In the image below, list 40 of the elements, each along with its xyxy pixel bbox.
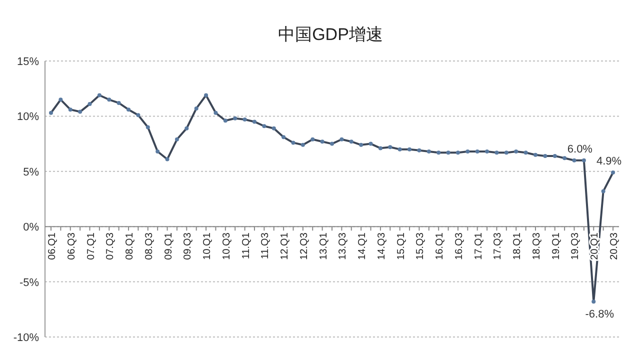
y-tick-label: 10% bbox=[16, 111, 40, 124]
x-tick-label: 14.Q1 bbox=[357, 232, 368, 260]
x-tick-label: 12.Q1 bbox=[280, 232, 291, 260]
x-tick-label: 14.Q3 bbox=[376, 232, 388, 260]
x-tick-label: 13.Q3 bbox=[338, 232, 349, 260]
x-tick-label: 08.Q3 bbox=[144, 232, 155, 260]
x-tick-label: 17.Q1 bbox=[473, 232, 484, 260]
chart-title: 中国GDP增速 bbox=[278, 25, 383, 44]
x-tick-label: 10.Q3 bbox=[221, 232, 232, 260]
x-tick-label: 10.Q1 bbox=[202, 232, 214, 260]
x-tick-label: 13.Q1 bbox=[318, 232, 330, 260]
x-tick-label: 15.Q3 bbox=[415, 232, 426, 260]
x-tick-label: 16.Q1 bbox=[434, 232, 446, 260]
x-tick-label: 08.Q1 bbox=[124, 232, 136, 260]
x-tick-label: 09.Q1 bbox=[163, 232, 174, 260]
y-tick-label: -5% bbox=[19, 276, 40, 289]
y-tick-label: 5% bbox=[23, 166, 40, 178]
data-label: -6.8% bbox=[585, 308, 614, 321]
x-tick-label: 12.Q3 bbox=[298, 232, 310, 260]
x-tick-label: 19.Q3 bbox=[570, 232, 582, 260]
y-tick-label: 15% bbox=[16, 56, 40, 68]
x-tick-label: 20.Q1 bbox=[590, 232, 601, 260]
x-tick-label: 15.Q1 bbox=[396, 232, 407, 260]
data-label: 6.0% bbox=[567, 143, 593, 156]
y-tick-label: 0% bbox=[23, 222, 40, 234]
x-tick-label: 20.Q3 bbox=[609, 232, 620, 260]
y-tick-label: -10% bbox=[13, 332, 40, 344]
x-tick-label: 18.Q1 bbox=[512, 232, 524, 260]
x-tick-label: 06.Q3 bbox=[66, 232, 78, 260]
data-label: 4.9% bbox=[596, 156, 622, 168]
x-tick-label: 16.Q3 bbox=[454, 232, 465, 260]
x-tick-label: 17.Q3 bbox=[492, 232, 504, 260]
x-tick-label: 11.Q1 bbox=[240, 232, 252, 260]
x-tick-label: 09.Q3 bbox=[182, 232, 194, 260]
x-tick-label: 07.Q1 bbox=[86, 232, 97, 260]
x-tick-label: 07.Q3 bbox=[105, 232, 116, 260]
x-tick-label: 06.Q1 bbox=[47, 232, 58, 260]
x-tick-label: 11.Q3 bbox=[260, 232, 272, 260]
x-tick-label: 19.Q1 bbox=[550, 232, 562, 260]
x-tick-label: 18.Q3 bbox=[531, 232, 542, 260]
